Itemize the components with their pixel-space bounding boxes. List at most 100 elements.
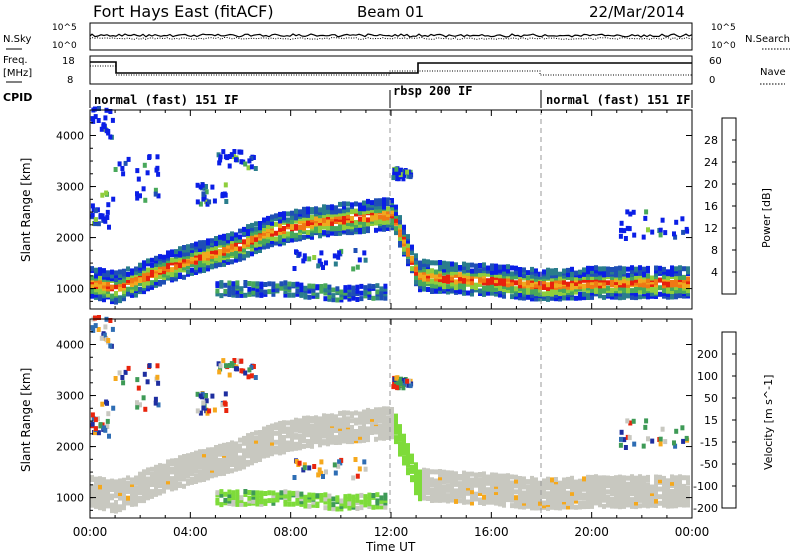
velocity-cell	[454, 494, 458, 500]
velocity-cell	[242, 439, 246, 445]
power-cell	[262, 233, 266, 239]
velocity-cell	[662, 492, 666, 498]
velocity-cell	[450, 496, 454, 502]
power-cell	[234, 257, 238, 263]
velocity-cell	[243, 492, 248, 497]
velocity-cell	[190, 452, 194, 458]
power-cell	[510, 274, 514, 280]
power-cell	[666, 269, 670, 275]
velocity-cell	[375, 498, 380, 504]
power-cell	[390, 209, 394, 215]
velocity-cell	[526, 484, 530, 490]
velocity-cell	[102, 481, 106, 487]
power-cell	[146, 276, 150, 282]
power-cell	[682, 283, 686, 289]
velocity-cell	[156, 402, 161, 408]
power-cell	[227, 287, 232, 293]
velocity-cell	[646, 501, 650, 507]
velocity-cell	[434, 497, 438, 503]
velocity-cell	[680, 425, 685, 431]
velocity-cell	[258, 453, 262, 459]
power-cell	[626, 266, 630, 272]
velocity-cell	[646, 474, 650, 480]
power-cell	[243, 283, 248, 288]
velocity-cell	[306, 415, 310, 421]
power-cell	[330, 204, 334, 210]
power-cell	[274, 213, 278, 219]
power-cell	[646, 278, 650, 284]
velocity-cell	[266, 452, 270, 458]
velocity-cell	[530, 491, 534, 496]
velocity-cell	[510, 497, 514, 503]
velocity-cell	[282, 435, 286, 440]
power-cell	[120, 166, 125, 171]
nave-tick-bottom: 0	[709, 75, 715, 86]
velocity-cell	[198, 456, 202, 461]
power-cell	[106, 281, 110, 287]
velocity-cell	[362, 459, 367, 465]
power-cell	[434, 260, 438, 266]
power-cell	[394, 213, 398, 219]
power-cell	[478, 272, 482, 278]
velocity-cell	[410, 453, 414, 459]
velocity-cell	[138, 471, 142, 477]
power-cell	[426, 287, 430, 292]
velocity-cell	[530, 497, 534, 502]
power-cell	[278, 241, 282, 247]
velocity-cell	[238, 443, 242, 449]
power-cell	[582, 277, 586, 283]
power-cell	[594, 268, 598, 274]
velocity-cell	[678, 495, 682, 500]
power-cell	[362, 228, 366, 234]
velocity-cell	[474, 491, 478, 497]
power-cell	[422, 286, 426, 292]
power-cell	[158, 274, 162, 280]
velocity-cell	[178, 461, 182, 467]
power-cell	[522, 281, 526, 287]
power-cell	[482, 291, 486, 297]
velocity-cell	[286, 420, 290, 426]
velocity-cell	[386, 410, 390, 416]
power-cell	[195, 182, 200, 188]
velocity-cell	[462, 487, 466, 493]
power-cell	[510, 284, 514, 290]
power-cell	[282, 240, 286, 246]
power-cell	[634, 270, 638, 276]
velocity-cell	[518, 492, 522, 498]
power-cell	[146, 258, 150, 264]
power-cell	[327, 284, 332, 290]
xlabel: Time UT	[365, 540, 416, 554]
power-cell	[93, 217, 98, 223]
power-cell	[302, 253, 307, 259]
power-cell	[162, 254, 166, 260]
velocity-cell	[482, 489, 486, 495]
velocity-cell	[111, 405, 116, 411]
power-cell	[566, 272, 570, 278]
power-cell	[194, 250, 198, 256]
velocity-cell	[206, 469, 210, 475]
power-cell	[570, 270, 574, 276]
power-cell	[259, 281, 264, 287]
power-cell	[530, 282, 534, 287]
freq-frame	[89, 55, 693, 85]
velocity-cell	[343, 499, 348, 505]
velocity-cell	[339, 503, 344, 509]
power-cell	[682, 266, 686, 272]
power-cell	[316, 263, 321, 269]
velocity-cell	[147, 363, 152, 369]
power-cell	[335, 286, 340, 292]
velocity-cell	[546, 495, 550, 500]
velocity-cell	[550, 497, 554, 503]
power-cell	[282, 211, 286, 217]
velocity-cell	[347, 505, 352, 511]
power-cell	[530, 269, 534, 275]
velocity-cell	[114, 486, 118, 491]
power-cell	[278, 230, 282, 236]
velocity-cell	[322, 413, 326, 419]
power-cell	[343, 294, 348, 300]
y-tick-label: 4000	[56, 130, 84, 143]
power-cell	[530, 273, 534, 279]
power-cell	[367, 289, 372, 295]
power-cell	[630, 265, 634, 271]
power-cell	[271, 284, 276, 290]
